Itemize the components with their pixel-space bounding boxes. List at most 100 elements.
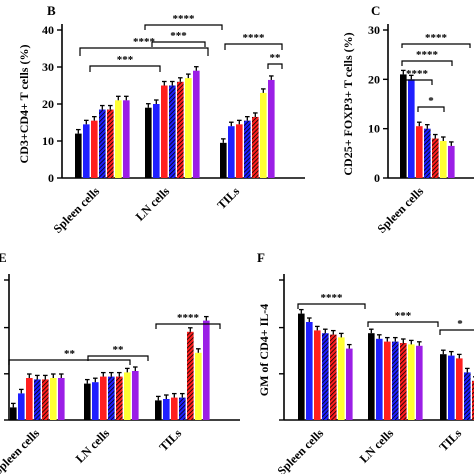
bar-E-0-5 [50, 378, 57, 420]
bar-E-0-0 [10, 407, 17, 420]
bar-B-2-2 [236, 124, 243, 178]
bar-F-0-5 [338, 337, 345, 420]
bar-F-1-5 [408, 344, 415, 420]
bar-E-2-2 [171, 397, 178, 420]
bar-F-1-1 [376, 338, 383, 420]
significance-label: **** [406, 68, 429, 80]
category-label: Spleen cells [0, 426, 42, 474]
bar-F-1-0 [368, 333, 375, 420]
bar-E-2-5 [195, 352, 202, 420]
bar-F-0-2 [314, 330, 321, 420]
bar-F-2-3 [464, 372, 471, 420]
y-tick-label: 30 [368, 23, 380, 37]
significance-bracket [401, 60, 453, 66]
significance-label: ** [270, 52, 282, 64]
bar-E-2-6 [203, 320, 210, 420]
y-tick-label: 0 [374, 171, 380, 185]
bar-F-1-4 [400, 343, 407, 420]
bar-B-0-5 [115, 100, 122, 178]
significance-label: **** [243, 32, 266, 44]
significance-label: *** [117, 54, 134, 66]
significance-label: * [457, 318, 463, 330]
bar-E-1-2 [100, 376, 107, 420]
bar-E-1-0 [84, 383, 91, 420]
bar-C-0-3 [424, 128, 431, 178]
significance-label: **** [177, 312, 200, 324]
bar-F-1-6 [416, 345, 423, 420]
bar-B-1-5 [185, 78, 192, 178]
significance-bracket [297, 303, 366, 309]
significance-label: ** [64, 348, 76, 360]
significance-label: *** [170, 30, 187, 42]
significance-label: **** [321, 292, 344, 304]
panel-C: C 0 10 20 30 CD25+ FOXP3+ T cells (%) Spleen c… [341, 3, 474, 236]
significance-label: **** [416, 49, 439, 61]
bar-B-0-4 [107, 109, 114, 178]
y-tick-label: 20 [42, 97, 54, 111]
category-label: Spleen cells [51, 184, 103, 236]
category-label: TILs [436, 426, 464, 454]
significance-bracket [439, 329, 474, 335]
bar-E-1-1 [92, 382, 99, 420]
bar-B-0-3 [99, 109, 106, 178]
bar-E-1-3 [108, 376, 115, 420]
significance-label: **** [173, 13, 196, 25]
significance-label: *** [395, 310, 412, 322]
bar-E-0-4 [42, 379, 49, 420]
category-label: TILs [156, 426, 184, 454]
significance-bracket [144, 24, 223, 30]
bar-B-2-4 [252, 116, 259, 178]
significance-label: **** [425, 32, 448, 44]
bar-B-2-1 [228, 126, 235, 178]
significance-bracket [417, 106, 445, 112]
y-tick-label: 10 [42, 134, 54, 148]
significance-label: **** [133, 36, 156, 48]
significance-bracket [401, 43, 471, 48]
bar-F-2-2 [456, 358, 463, 420]
panel-letter: C [371, 3, 380, 18]
bar-E-1-6 [132, 371, 139, 420]
category-label: LN cells [357, 426, 397, 466]
bar-F-2-0 [440, 354, 447, 420]
bar-B-1-3 [169, 85, 176, 178]
bar-B-0-0 [75, 133, 82, 178]
y-tick-label: 20 [368, 72, 380, 86]
bar-C-0-2 [416, 126, 423, 178]
bar-E-0-3 [34, 379, 41, 420]
bar-B-1-0 [145, 107, 152, 178]
bar-F-0-3 [322, 333, 329, 420]
y-axis-label: CD3+CD4+ T cells (%) [17, 45, 31, 164]
y-axis-label: GM of CD4+ IL-4 [257, 304, 271, 397]
bar-F-0-0 [298, 313, 305, 420]
bar-E-1-4 [116, 376, 123, 420]
bar-F-0-1 [306, 322, 313, 420]
bar-E-2-3 [179, 397, 186, 420]
bar-E-0-6 [58, 378, 65, 420]
significance-label: ** [113, 344, 125, 356]
bar-E-0-2 [26, 378, 33, 420]
bar-B-2-3 [244, 120, 251, 178]
significance-label: * [428, 95, 434, 107]
bar-E-2-1 [163, 399, 170, 420]
panel-B: B 0 10 20 30 40 CD3+CD4+ T cells (%) Spleen cel… [17, 3, 305, 236]
bar-B-1-1 [153, 104, 160, 178]
bar-B-0-1 [83, 124, 90, 178]
bar-F-2-4 [472, 380, 474, 420]
bar-F-2-1 [448, 355, 455, 420]
bar-F-1-3 [392, 341, 399, 420]
bar-C-0-6 [448, 145, 455, 178]
bar-B-1-4 [177, 81, 184, 178]
significance-bracket [224, 43, 283, 50]
bar-C-0-4 [432, 138, 439, 178]
y-tick-label: 30 [42, 60, 54, 74]
category-label: LN cells [133, 184, 173, 224]
category-label: TILs [214, 184, 242, 212]
bar-E-0-1 [18, 393, 25, 420]
category-label: Spleen cells [275, 426, 327, 474]
category-label: LN cells [73, 426, 113, 466]
bar-C-0-5 [440, 141, 447, 178]
panels-layer: B 0 10 20 30 40 CD3+CD4+ T cells (%) Spleen cel… [0, 3, 474, 474]
bar-C-0-0 [400, 74, 407, 178]
panel-letter: F [257, 250, 265, 265]
